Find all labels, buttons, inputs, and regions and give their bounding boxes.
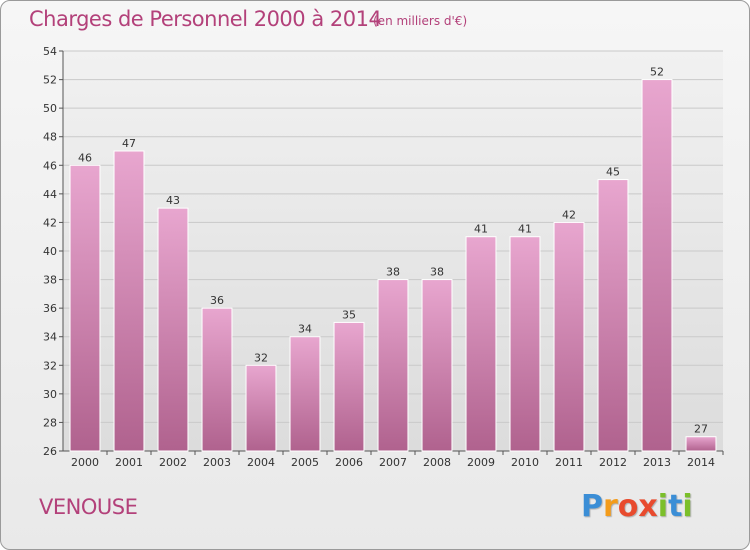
value-label-2003: 36 [210, 294, 224, 307]
x-tick-label-2006: 2006 [335, 456, 363, 469]
y-tick-label: 30 [43, 388, 57, 401]
logo-letter: i [682, 489, 693, 524]
value-label-2005: 34 [298, 323, 312, 336]
y-tick-label: 38 [43, 274, 57, 287]
bar-2003 [201, 307, 233, 452]
y-tick-label: 28 [43, 416, 57, 429]
commune-name: VENOUSE [39, 495, 138, 519]
value-label-2011: 42 [562, 208, 576, 221]
value-label-2007: 38 [386, 266, 400, 279]
bar-2010 [509, 236, 541, 452]
chart-title: Charges de Personnel 2000 à 2014 [29, 7, 382, 31]
logo-letter: t [668, 489, 683, 524]
value-label-2001: 47 [122, 137, 136, 150]
x-tick-label-2005: 2005 [291, 456, 319, 469]
x-tick-label-2013: 2013 [643, 456, 671, 469]
bar-2009 [465, 236, 497, 452]
x-tick-label-2003: 2003 [203, 456, 231, 469]
bar-2006 [333, 321, 365, 452]
chart-subtitle: (en milliers d'€) [373, 14, 468, 28]
bar-2001 [113, 150, 145, 452]
x-tick-label-2011: 2011 [555, 456, 583, 469]
x-tick-label-2000: 2000 [71, 456, 99, 469]
bar-2007 [377, 279, 409, 452]
bar-2005 [289, 336, 321, 452]
value-label-2006: 35 [342, 308, 356, 321]
y-tick-label: 52 [43, 74, 57, 87]
bar-2004 [245, 364, 277, 452]
value-label-2013: 52 [650, 66, 664, 79]
y-tick-label: 48 [43, 131, 57, 144]
value-label-2010: 41 [518, 223, 532, 236]
value-label-2000: 46 [78, 151, 92, 164]
y-tick-label: 54 [43, 45, 57, 58]
y-tick-label: 36 [43, 302, 57, 315]
value-label-2014: 27 [694, 423, 708, 436]
x-tick-label-2007: 2007 [379, 456, 407, 469]
x-tick-label-2012: 2012 [599, 456, 627, 469]
logo-letter: o [617, 489, 639, 524]
x-tick-label-2002: 2002 [159, 456, 187, 469]
value-label-2008: 38 [430, 266, 444, 279]
x-tick-label-2010: 2010 [511, 456, 539, 469]
bar-2008 [421, 279, 453, 452]
labels: 26 28 30 32 34 36 38 40 42 44 46 48 50 52 54 46 2000 47 20… [43, 45, 715, 469]
y-tick-label: 32 [43, 359, 57, 372]
y-tick-label: 46 [43, 159, 57, 172]
y-tick-label: 42 [43, 216, 57, 229]
logo-letter: P [581, 489, 603, 524]
x-tick-label-2001: 2001 [115, 456, 143, 469]
x-tick-label-2004: 2004 [247, 456, 275, 469]
bar-2000 [69, 164, 101, 452]
bar-2013 [641, 79, 673, 452]
bar-2012 [597, 179, 629, 452]
y-tick-label: 34 [43, 331, 57, 344]
bar-2011 [553, 221, 585, 452]
y-tick-label: 44 [43, 188, 57, 201]
value-label-2002: 43 [166, 194, 180, 207]
x-tick-label-2009: 2009 [467, 456, 495, 469]
proxiti-logo[interactable]: Proxiti [581, 489, 693, 524]
y-tick-label: 50 [43, 102, 57, 115]
value-label-2004: 32 [254, 351, 268, 364]
x-tick-label-2014: 2014 [687, 456, 715, 469]
x-tick-label-2008: 2008 [423, 456, 451, 469]
logo-letter: r [603, 489, 618, 524]
bar-2002 [157, 207, 189, 452]
logo-letter: i [657, 489, 669, 524]
y-tick-label: 40 [43, 245, 57, 258]
bar-2014 [685, 436, 717, 452]
bars [69, 79, 717, 452]
value-label-2012: 45 [606, 166, 620, 179]
logo-letter: x [638, 489, 658, 524]
value-label-2009: 41 [474, 223, 488, 236]
y-tick-label: 26 [43, 445, 57, 458]
